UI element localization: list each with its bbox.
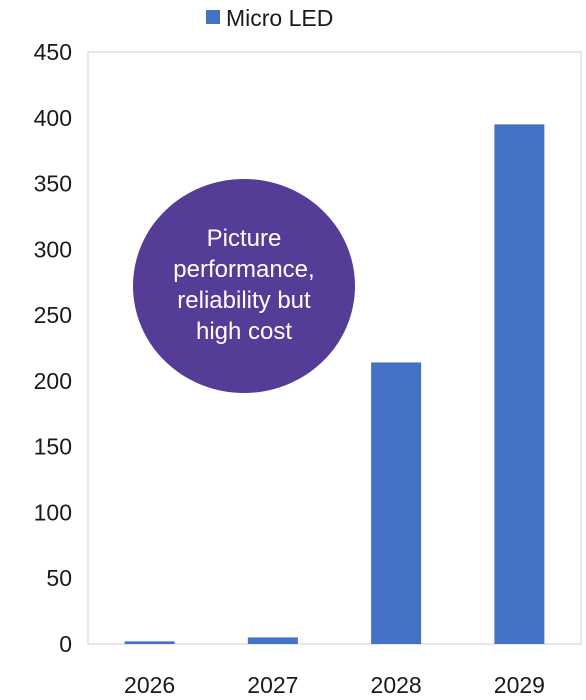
y-tick-label: 0 bbox=[59, 631, 72, 657]
y-axis: 0 50 100 150 200 250 300 350 400 450 bbox=[34, 39, 72, 657]
legend-label-micro-led: Micro LED bbox=[226, 5, 333, 31]
callout-line-4: high cost bbox=[196, 318, 292, 345]
x-axis: 2026 2027 2028 2029 bbox=[124, 672, 545, 698]
y-tick-label: 150 bbox=[34, 434, 72, 460]
callout-bubble: Picture performance, reliability but hig… bbox=[133, 179, 355, 393]
callout-line-3: reliability but bbox=[177, 287, 311, 314]
callout-line-1: Picture bbox=[207, 225, 282, 252]
legend-swatch bbox=[206, 10, 220, 24]
x-tick-label-2027: 2027 bbox=[247, 672, 298, 698]
bars bbox=[124, 124, 545, 645]
y-tick-label: 200 bbox=[34, 368, 72, 394]
x-tick-label-2028: 2028 bbox=[371, 672, 422, 698]
plot-area-frame bbox=[87, 51, 582, 645]
y-tick-label: 450 bbox=[34, 39, 72, 65]
legend: Micro LED bbox=[206, 5, 333, 31]
callout-ellipse bbox=[133, 179, 355, 393]
x-tick-label-2026: 2026 bbox=[124, 672, 175, 698]
bar-2029 bbox=[494, 124, 545, 645]
y-tick-label: 50 bbox=[46, 565, 72, 591]
y-tick-label: 350 bbox=[34, 171, 72, 197]
bar-2028 bbox=[371, 362, 422, 644]
y-tick-label: 100 bbox=[34, 499, 72, 525]
bar-2027 bbox=[247, 637, 298, 644]
y-tick-label: 250 bbox=[34, 302, 72, 328]
y-tick-label: 400 bbox=[34, 105, 72, 131]
bar-2026 bbox=[124, 641, 175, 644]
y-tick-label: 300 bbox=[34, 236, 72, 262]
x-tick-label-2029: 2029 bbox=[494, 672, 545, 698]
callout-line-2: performance, bbox=[173, 256, 314, 283]
